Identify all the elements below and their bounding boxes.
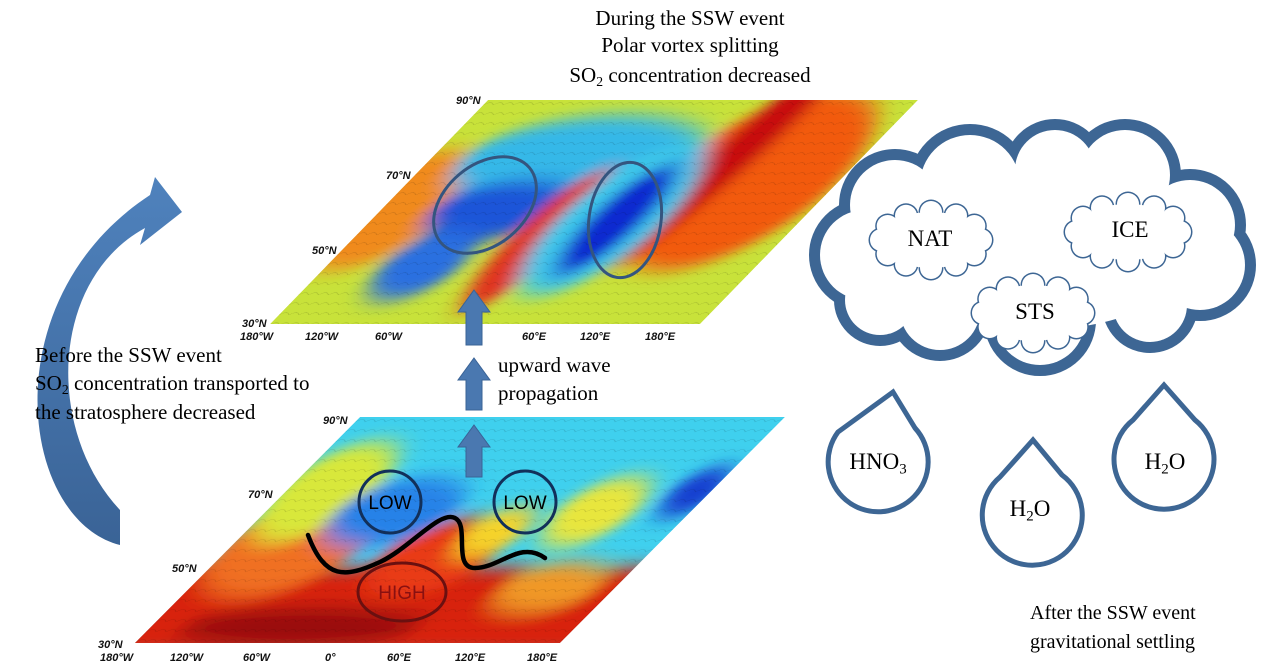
sts-cloud: [970, 272, 1096, 354]
subscript: 2: [1026, 508, 1034, 525]
title-line-1: During the SSW event: [595, 6, 785, 30]
text: H: [1009, 496, 1027, 521]
h2o-right-label: H2O: [1105, 449, 1225, 477]
up-arrow-icon: [457, 289, 491, 346]
up-arrow-icon: [457, 357, 491, 411]
before-line-1: Before the SSW event: [35, 343, 222, 367]
text: concentration transported to: [68, 371, 310, 395]
low-pressure-circle-2: LOW: [492, 469, 558, 535]
text: H: [1144, 449, 1162, 474]
wave-line-1: upward wave: [498, 353, 611, 377]
lon-label: 180°E: [527, 652, 558, 664]
text: concentration decreased: [603, 63, 811, 87]
lat-label: 70°N: [386, 170, 412, 182]
before-line-2: SO2 concentration transported to: [35, 371, 310, 398]
curved-transport-arrow: [37, 177, 182, 545]
after-line-1: After the SSW event: [1030, 602, 1196, 624]
text: O: [1168, 449, 1186, 474]
drop-h2o-right: [1111, 381, 1217, 512]
drop-h2o-mid: [979, 436, 1085, 568]
high-label: HIGH: [378, 583, 426, 604]
hno3-label: HNO3: [818, 449, 938, 477]
subscript: 2: [61, 382, 69, 398]
h2o-mid-label: H2O: [970, 496, 1090, 524]
lon-label: 180°W: [100, 652, 135, 664]
title-line-2: Polar vortex splitting: [601, 33, 779, 57]
upward-arrows: [457, 289, 491, 478]
title-line-3: SO2 concentration decreased: [500, 63, 880, 90]
text: SO: [569, 63, 597, 87]
wave-pattern-curve: [305, 514, 548, 575]
small-clouds: [868, 191, 1193, 354]
subscript: 3: [899, 461, 907, 478]
lat-label: 50°N: [312, 245, 338, 257]
lon-label: 60°W: [375, 331, 404, 343]
lon-label: 120°E: [455, 652, 486, 664]
lat-label: 70°N: [248, 489, 274, 501]
lat-label: 50°N: [172, 563, 198, 575]
low-label-1: LOW: [368, 493, 411, 514]
low-pressure-circle-1: LOW: [357, 469, 423, 535]
lon-label: 180°W: [240, 331, 275, 343]
lon-label: 60°W: [243, 652, 272, 664]
lon-label: 60°E: [522, 331, 547, 343]
drops: [825, 381, 1217, 568]
low-label-2: LOW: [503, 493, 546, 514]
after-line-2: gravitational settling: [1030, 631, 1195, 653]
top-map-vortex-outline-1: [432, 155, 538, 255]
lat-label: 90°N: [456, 95, 482, 107]
top-map-vortex-outline-2: [586, 160, 664, 280]
text: HNO: [849, 449, 900, 474]
sts-label: STS: [1015, 299, 1055, 324]
lat-label: 90°N: [323, 415, 349, 427]
wave-line-2: propagation: [498, 381, 599, 405]
nat-label: NAT: [907, 226, 953, 251]
nat-cloud: [868, 199, 994, 281]
lon-label: 120°W: [170, 652, 205, 664]
drop-hno3: [825, 388, 931, 515]
subscript: 2: [1161, 461, 1169, 478]
lon-label: 60°E: [387, 652, 412, 664]
bottom-map-before-ssw: [134, 417, 785, 643]
lon-label: 120°W: [305, 331, 340, 343]
text: O: [1033, 496, 1051, 521]
up-arrow-icon: [457, 424, 491, 478]
text: SO: [35, 371, 62, 395]
bottom-map-axis-labels: 90°N 70°N 50°N 30°N 180°W 120°W 60°W 0° …: [98, 415, 558, 664]
ice-cloud: [1063, 191, 1193, 273]
before-line-3: the stratosphere decreased: [35, 400, 256, 424]
ice-label: ICE: [1111, 217, 1149, 242]
subscript: 2: [596, 74, 604, 90]
high-pressure-ellipse: HIGH: [356, 561, 448, 623]
lon-label: 0°: [325, 652, 336, 664]
lat-label: 30°N: [242, 318, 268, 330]
lon-label: 120°E: [580, 331, 611, 343]
lat-label: 30°N: [98, 639, 124, 651]
top-map-axis-labels: 90°N 70°N 50°N 30°N 180°W 120°W 60°W 60°…: [240, 95, 676, 343]
lon-label: 180°E: [645, 331, 676, 343]
